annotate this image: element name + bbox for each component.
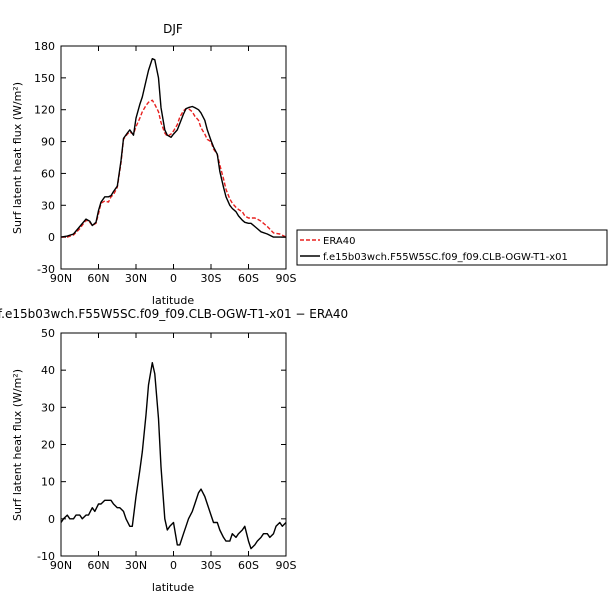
bottom-x-axis: 90N 60N 30N 0 30S 60S 90S bbox=[50, 333, 297, 572]
top-plot-frame bbox=[60, 45, 287, 270]
era40-series-line bbox=[61, 99, 287, 238]
legend-label-era40: ERA40 bbox=[323, 236, 355, 247]
difference-series-line bbox=[60, 362, 287, 550]
bottom-chart: f.e15b03wch.F55W5SC.f09_f09.CLB-OGW-T1-x… bbox=[0, 307, 348, 594]
x-tick-label: 30N bbox=[125, 272, 147, 285]
y-tick-label: 0 bbox=[48, 513, 55, 526]
top-x-axis-label: latitude bbox=[152, 294, 194, 307]
y-tick-label: 30 bbox=[41, 401, 55, 414]
x-tick-label: 60S bbox=[238, 272, 259, 285]
bottom-y-axis: -10 0 10 20 30 40 50 bbox=[37, 327, 286, 563]
top-x-axis: 90N 60N 30N 0 30S 60S 90S bbox=[50, 46, 297, 285]
y-tick-label: -30 bbox=[37, 263, 55, 276]
top-chart-title: DJF bbox=[163, 22, 183, 36]
x-tick-label: 60N bbox=[87, 559, 109, 572]
y-tick-label: 40 bbox=[41, 364, 55, 377]
y-tick-label: 10 bbox=[41, 476, 55, 489]
top-y-axis: -30 0 30 60 90 120 150 180 bbox=[34, 40, 286, 276]
legend: ERA40 f.e15b03wch.F55W5SC.f09_f09.CLB-OG… bbox=[296, 229, 608, 266]
x-tick-label: 90S bbox=[276, 559, 297, 572]
x-tick-label: 90S bbox=[276, 272, 297, 285]
x-tick-label: 60N bbox=[87, 272, 109, 285]
top-chart: DJF 90N 60N 30N 0 30S 60S 90S -30 0 30 60 90 120 150… bbox=[11, 22, 297, 307]
bottom-y-axis-label: Surf latent heat flux (W/m²) bbox=[11, 369, 24, 521]
y-tick-label: 120 bbox=[34, 104, 55, 117]
y-tick-label: 50 bbox=[41, 327, 55, 340]
bottom-chart-title: f.e15b03wch.F55W5SC.f09_f09.CLB-OGW-T1-x… bbox=[0, 307, 348, 321]
x-tick-label: 30N bbox=[125, 559, 147, 572]
y-tick-label: 150 bbox=[34, 72, 55, 85]
top-y-axis-label: Surf latent heat flux (W/m²) bbox=[11, 82, 24, 234]
x-tick-label: 90N bbox=[50, 272, 72, 285]
y-tick-label: 0 bbox=[48, 231, 55, 244]
y-tick-label: 20 bbox=[41, 439, 55, 452]
x-tick-label: 60S bbox=[238, 559, 259, 572]
y-tick-label: -10 bbox=[37, 550, 55, 563]
bottom-series bbox=[60, 362, 287, 550]
legend-label-model: f.e15b03wch.F55W5SC.f09_f09.CLB-OGW-T1-x… bbox=[323, 252, 568, 263]
y-tick-label: 30 bbox=[41, 199, 55, 212]
x-tick-label: 0 bbox=[170, 272, 177, 285]
f-e15b03wch-f55w5sc-f09-f09-clb-ogw-t1-x01-series-line bbox=[60, 58, 286, 238]
x-tick-label: 90N bbox=[50, 559, 72, 572]
legend-box bbox=[296, 229, 608, 266]
x-tick-label: 30S bbox=[201, 272, 222, 285]
x-tick-label: 0 bbox=[170, 559, 177, 572]
bottom-x-axis-label: latitude bbox=[152, 581, 194, 594]
x-tick-label: 30S bbox=[201, 559, 222, 572]
y-tick-label: 60 bbox=[41, 167, 55, 180]
y-tick-label: 180 bbox=[34, 40, 55, 53]
top-series bbox=[60, 58, 287, 238]
y-tick-label: 90 bbox=[41, 136, 55, 149]
